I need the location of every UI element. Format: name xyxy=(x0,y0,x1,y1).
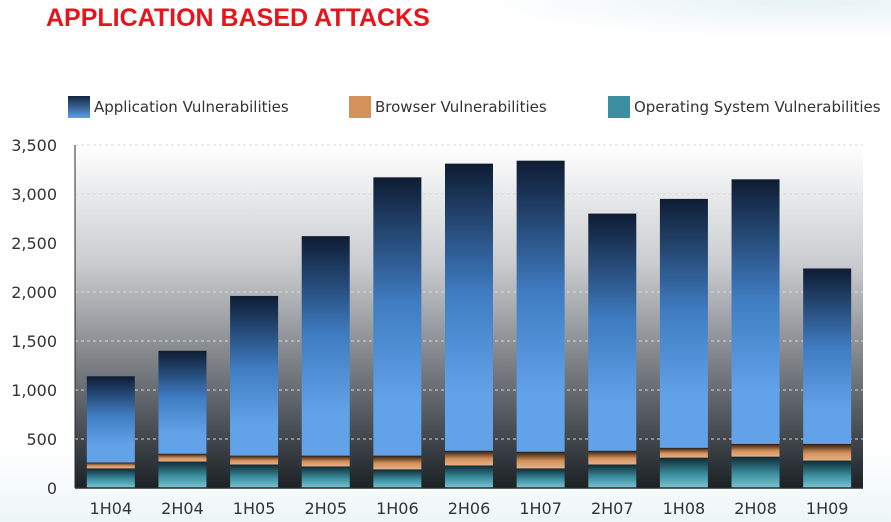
bar-segment-browser-vulnerabilities xyxy=(803,443,852,461)
bar-segment-application-vulnerabilities xyxy=(516,160,565,452)
bar-group xyxy=(230,295,279,488)
bar-group xyxy=(158,350,207,488)
bar-segment-application-vulnerabilities xyxy=(86,376,135,463)
bar-group xyxy=(86,376,135,488)
bar-group xyxy=(516,160,565,488)
bar-segment-browser-vulnerabilities xyxy=(373,455,422,470)
bar-group xyxy=(659,198,708,488)
x-axis: 1H04 2H04 1H05 2H05 1H06 2H06 1H07 2H07 1H08 2H08… xyxy=(75,487,863,518)
legend-item-os: Operating System Vulnerabilities xyxy=(608,96,881,118)
bar-segment-application-vulnerabilities xyxy=(588,213,637,451)
bar-group xyxy=(803,268,852,488)
x-tick-label: 1H08 xyxy=(663,499,706,518)
legend-label-os: Operating System Vulnerabilities xyxy=(634,98,881,116)
y-axis: 0 500 1,000 1,500 2,000 2,500 3,000 3,500 xyxy=(11,136,76,498)
bar-segment-operating-system-vulnerabilities xyxy=(373,469,422,488)
bars xyxy=(86,160,852,488)
bar-group xyxy=(588,213,637,488)
x-tick-label: 2H06 xyxy=(448,499,491,518)
bar-segment-application-vulnerabilities xyxy=(373,177,422,456)
bar-segment-operating-system-vulnerabilities xyxy=(659,457,708,488)
y-tick-label: 1,500 xyxy=(11,332,57,351)
bar-group xyxy=(301,236,350,488)
legend-item-application: Application Vulnerabilities xyxy=(68,96,289,118)
bar-segment-application-vulnerabilities xyxy=(301,236,350,456)
bar-segment-operating-system-vulnerabilities xyxy=(516,468,565,488)
bar-segment-application-vulnerabilities xyxy=(445,163,493,451)
x-tick-label: 1H09 xyxy=(806,499,849,518)
x-tick-label: 1H06 xyxy=(376,499,419,518)
bar-segment-operating-system-vulnerabilities xyxy=(301,466,350,488)
bar-segment-browser-vulnerabilities xyxy=(516,451,565,469)
legend-label-application: Application Vulnerabilities xyxy=(94,98,289,116)
legend-swatch-browser xyxy=(349,96,371,118)
y-tick-label: 3,500 xyxy=(11,136,57,155)
bar-segment-browser-vulnerabilities xyxy=(230,455,279,465)
legend-swatch-os xyxy=(608,96,630,118)
bar-segment-operating-system-vulnerabilities xyxy=(445,465,493,488)
bar-segment-browser-vulnerabilities xyxy=(158,453,207,462)
bar-segment-browser-vulnerabilities xyxy=(731,443,780,457)
legend-item-browser: Browser Vulnerabilities xyxy=(349,96,547,118)
bar-segment-operating-system-vulnerabilities xyxy=(803,460,852,488)
bar-segment-application-vulnerabilities xyxy=(158,350,207,454)
header-decoration xyxy=(471,0,891,40)
y-tick-label: 1,000 xyxy=(11,381,57,400)
bar-segment-application-vulnerabilities xyxy=(731,179,780,444)
y-tick-label: 2,500 xyxy=(11,234,57,253)
page-title: APPLICATION BASED ATTACKS xyxy=(46,4,430,32)
bar-segment-browser-vulnerabilities xyxy=(659,447,708,458)
bar-segment-browser-vulnerabilities xyxy=(86,462,135,469)
bar-segment-operating-system-vulnerabilities xyxy=(230,464,279,488)
x-tick-label: 2H04 xyxy=(161,499,204,518)
bar-segment-browser-vulnerabilities xyxy=(445,450,493,466)
bar-segment-application-vulnerabilities xyxy=(803,268,852,444)
bar-segment-operating-system-vulnerabilities xyxy=(86,468,135,488)
bar-group xyxy=(373,177,422,488)
bar-segment-operating-system-vulnerabilities xyxy=(731,456,780,488)
x-tick-label: 2H05 xyxy=(304,499,347,518)
y-tick-label: 500 xyxy=(26,430,57,449)
bar-segment-application-vulnerabilities xyxy=(659,198,708,448)
bar-segment-browser-vulnerabilities xyxy=(301,455,350,467)
x-tick-label: 2H07 xyxy=(591,499,634,518)
bar-group xyxy=(445,163,493,488)
y-tick-label: 2,000 xyxy=(11,283,57,302)
bar-group xyxy=(731,179,780,488)
y-tick-label: 0 xyxy=(47,479,57,498)
chart-legend: Application Vulnerabilities Browser Vuln… xyxy=(0,96,891,126)
x-tick-label: 1H04 xyxy=(90,499,133,518)
bar-segment-operating-system-vulnerabilities xyxy=(588,464,637,488)
x-tick-label: 2H08 xyxy=(734,499,777,518)
legend-swatch-application xyxy=(68,96,90,118)
x-tick-label: 1H05 xyxy=(233,499,276,518)
y-tick-label: 3,000 xyxy=(11,185,57,204)
x-tick-label: 1H07 xyxy=(519,499,562,518)
bar-segment-operating-system-vulnerabilities xyxy=(158,461,207,488)
bar-segment-browser-vulnerabilities xyxy=(588,450,637,465)
legend-label-browser: Browser Vulnerabilities xyxy=(375,98,547,116)
bar-segment-application-vulnerabilities xyxy=(230,295,279,456)
